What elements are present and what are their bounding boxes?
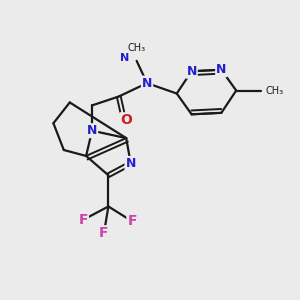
Text: N: N — [142, 76, 152, 90]
Text: CH₃: CH₃ — [128, 44, 146, 53]
Text: N: N — [125, 157, 136, 170]
Text: F: F — [128, 214, 137, 228]
Text: N: N — [216, 63, 226, 76]
Text: F: F — [99, 226, 109, 240]
Text: N: N — [120, 53, 129, 63]
Text: N: N — [186, 65, 197, 78]
Text: F: F — [78, 213, 88, 227]
Text: O: O — [120, 113, 132, 127]
Text: CH₃: CH₃ — [266, 85, 284, 96]
Text: N: N — [87, 124, 97, 137]
